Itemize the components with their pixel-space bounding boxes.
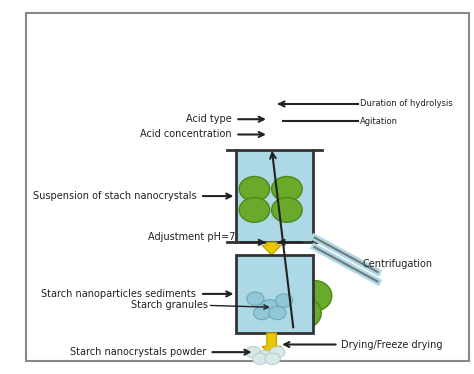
Text: Adjustment pH=7: Adjustment pH=7 <box>148 232 236 242</box>
FancyBboxPatch shape <box>237 150 313 242</box>
Ellipse shape <box>246 346 261 358</box>
Ellipse shape <box>247 292 264 305</box>
FancyArrow shape <box>262 242 281 255</box>
Ellipse shape <box>270 346 285 358</box>
Text: Starch nanocrystals powder: Starch nanocrystals powder <box>71 347 207 357</box>
Text: Acid concentration: Acid concentration <box>140 129 231 140</box>
Ellipse shape <box>257 350 273 362</box>
FancyArrow shape <box>262 333 281 356</box>
Ellipse shape <box>272 197 302 222</box>
Text: Starch nanoparticles sediments: Starch nanoparticles sediments <box>41 289 196 299</box>
Ellipse shape <box>272 177 302 201</box>
Ellipse shape <box>269 306 286 320</box>
Ellipse shape <box>253 353 268 365</box>
Ellipse shape <box>275 294 292 307</box>
Ellipse shape <box>265 353 280 365</box>
Ellipse shape <box>266 298 300 328</box>
Ellipse shape <box>261 300 278 313</box>
Ellipse shape <box>239 177 270 201</box>
FancyBboxPatch shape <box>26 13 469 361</box>
Text: Agitation: Agitation <box>360 117 399 126</box>
FancyBboxPatch shape <box>237 255 313 333</box>
Ellipse shape <box>297 280 332 311</box>
Ellipse shape <box>276 280 311 311</box>
Text: Centrifugation: Centrifugation <box>362 259 432 269</box>
Text: Drying/Freeze drying: Drying/Freeze drying <box>341 340 443 350</box>
Text: Duration of hydrolysis: Duration of hydrolysis <box>360 99 453 108</box>
Ellipse shape <box>287 298 321 328</box>
Text: Starch granules: Starch granules <box>131 300 208 310</box>
Text: Acid type: Acid type <box>186 114 231 124</box>
Ellipse shape <box>254 306 271 320</box>
Ellipse shape <box>255 280 290 311</box>
Ellipse shape <box>239 197 270 222</box>
Text: Suspension of stach nanocrystals: Suspension of stach nanocrystals <box>33 191 196 201</box>
